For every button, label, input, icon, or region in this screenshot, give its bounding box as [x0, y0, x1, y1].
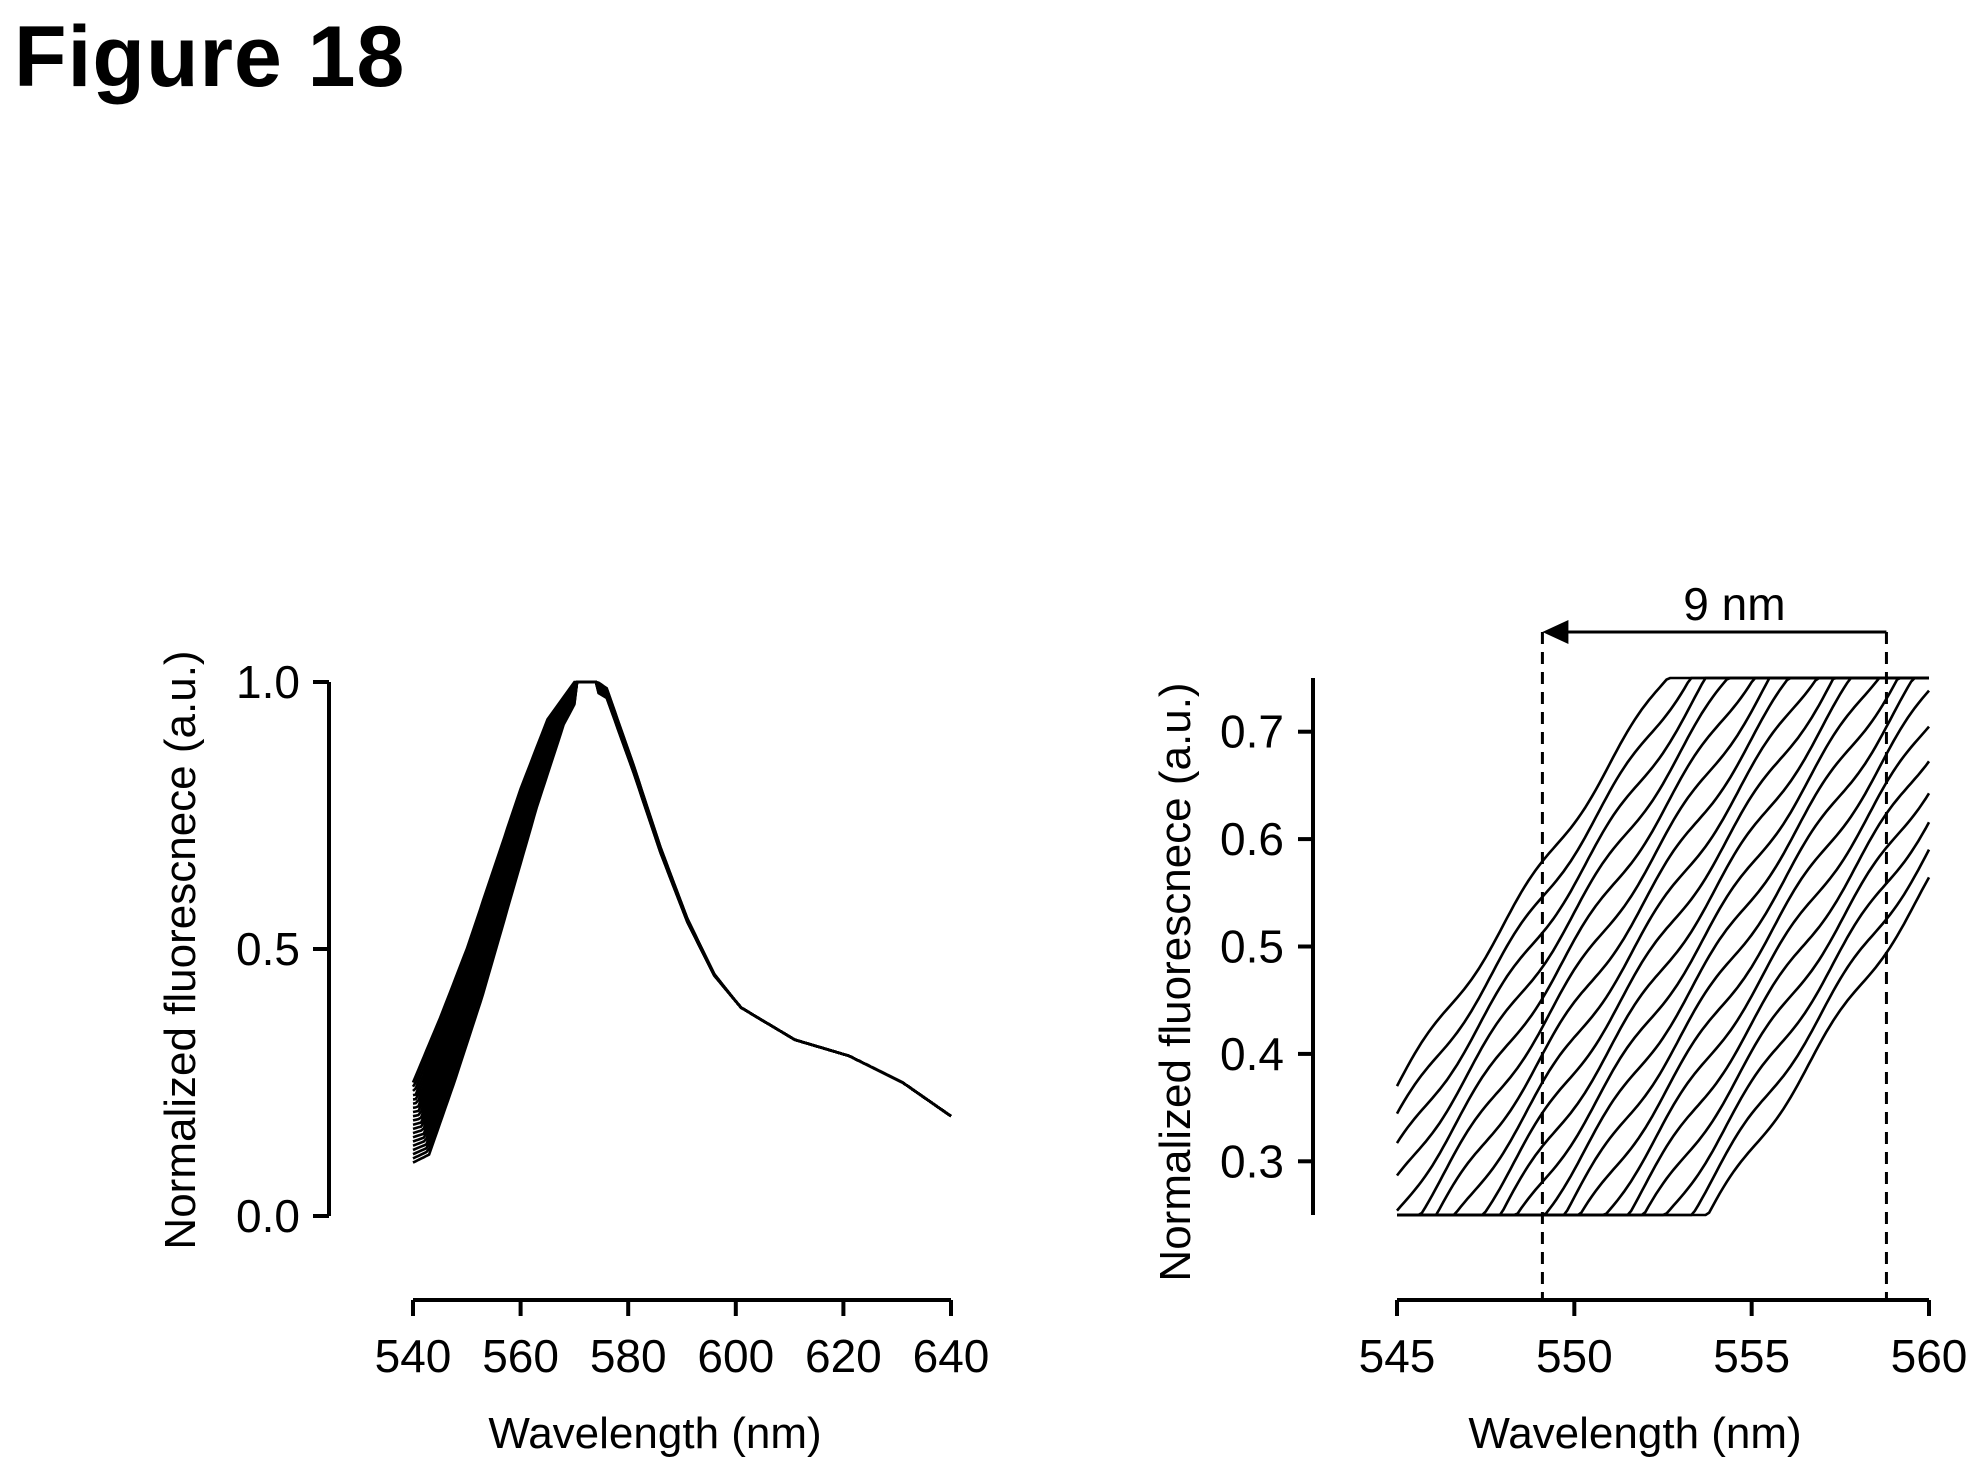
right-x-axis-label: Wavelength (nm)	[1468, 1409, 1801, 1458]
right-series-line	[1397, 876, 1931, 1217]
right-x-tick-label: 560	[1891, 1330, 1968, 1382]
right-series-line	[1397, 676, 1929, 1217]
left-x-tick-label: 580	[590, 1330, 667, 1382]
right-x-tick-label: 545	[1359, 1330, 1436, 1382]
left-series-line	[412, 680, 952, 1164]
left-x-tick-label: 560	[482, 1330, 559, 1382]
right-series-line	[1397, 760, 1931, 1217]
shift-arrow-head	[1542, 620, 1569, 644]
left-y-tick-label: 0.0	[236, 1190, 300, 1242]
left-y-tick-label: 0.5	[236, 923, 300, 975]
right-series-group	[1395, 676, 1931, 1217]
right-series-line	[1395, 676, 1929, 1115]
left-y-axis-label: Normalized fluorescnece (a.u.)	[156, 650, 205, 1249]
shift-annotation: 9 nm	[1683, 578, 1785, 630]
right-y-tick-label: 0.5	[1220, 921, 1284, 973]
right-y-tick-label: 0.6	[1220, 813, 1284, 865]
right-y-axis-label: Normalized fluorescnece (a.u.)	[1151, 682, 1200, 1281]
right-x-tick-label: 550	[1536, 1330, 1613, 1382]
left-y-tick-label: 1.0	[236, 656, 300, 708]
right-x-tick-label: 555	[1713, 1330, 1790, 1382]
right-series-line	[1397, 689, 1930, 1217]
right-chart: 0.3 0.4 0.5 0.6 0.7 545 550 555 560 9 nm Wavele…	[1151, 578, 1967, 1458]
left-chart: 0.0 0.5 1.0 540 560 580 600 620 640 Wavelength …	[156, 650, 989, 1458]
right-series-line	[1397, 676, 1929, 1217]
left-series-group	[411, 680, 952, 1164]
right-y-tick-label: 0.7	[1220, 706, 1284, 758]
right-series-line	[1397, 676, 1929, 1217]
left-x-tick-label: 640	[913, 1330, 990, 1382]
left-x-tick-label: 620	[805, 1330, 882, 1382]
right-y-tick-label: 0.3	[1220, 1135, 1284, 1187]
left-x-tick-label: 600	[697, 1330, 774, 1382]
right-series-line	[1397, 676, 1929, 1217]
left-series-line	[412, 680, 952, 1118]
right-series-line	[1397, 676, 1929, 1217]
figure-title: Figure 18	[14, 9, 406, 105]
right-series-line	[1397, 676, 1929, 1217]
right-series-line	[1396, 676, 1929, 1212]
left-x-axis-label: Wavelength (nm)	[488, 1409, 821, 1458]
right-series-line	[1395, 676, 1929, 1087]
right-series-line	[1397, 676, 1929, 1217]
right-series-line	[1397, 676, 1929, 1217]
left-x-tick-label: 540	[375, 1330, 452, 1382]
right-y-tick-label: 0.4	[1220, 1028, 1284, 1080]
